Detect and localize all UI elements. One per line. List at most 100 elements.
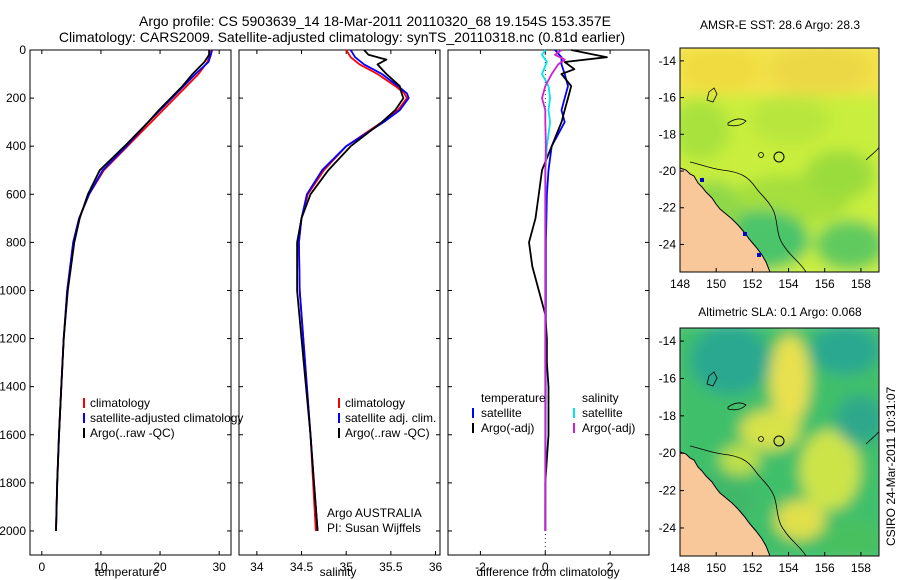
- figure-title-line-2: Climatology: CARS2009. Satellite-adjuste…: [59, 29, 625, 45]
- temperature-legend: climatology satellite-adjusted climatolo…: [83, 396, 243, 440]
- map-y-tick-label: -16: [659, 371, 677, 385]
- legend-satellite-label: satellite-adjusted climatology: [90, 411, 243, 425]
- map-x-tick-label: 154: [779, 277, 799, 291]
- sst-map-image: [680, 48, 879, 272]
- series-line-temperature-argo-adj: [528, 49, 608, 531]
- salinity-legend: climatology satellite adj. clim. Argo(..…: [338, 396, 436, 440]
- figure-title-line-1: Argo profile: CS 5903639_14 18-Mar-2011 …: [139, 13, 611, 29]
- x-tick-label: 2: [607, 560, 614, 574]
- series-line-satellite-adjusted-climatology: [55, 49, 213, 532]
- x-tick-label: 30: [212, 560, 226, 574]
- map-y-tick-label: -20: [659, 446, 677, 460]
- x-tick-label: -2: [475, 560, 486, 574]
- y-tick-label: 1200: [0, 332, 26, 346]
- sla-map-image: [680, 328, 879, 556]
- sst-map-frame: [679, 47, 880, 273]
- legend-temp-satellite-label: satellite: [481, 406, 522, 420]
- difference-xlabel: difference from climatology: [476, 565, 619, 579]
- legend-temp-argo-label: Argo(-adj): [481, 421, 534, 435]
- sla-map-axes: 148 150 152 154 156 158 -14 -16 -18 -20 -22 -24: [659, 334, 872, 575]
- y-tick-label: 600: [6, 187, 26, 201]
- salinity-axes: 34 34.5 35 35.5 36: [239, 49, 443, 574]
- map-x-tick-label: 148: [670, 561, 690, 575]
- temperature-xlabel: temperature: [95, 565, 160, 579]
- series-line-satellite-adj-clim: [297, 49, 410, 532]
- legend-sal-argo-label: Argo(-adj): [582, 421, 635, 435]
- map-x-tick-label: 152: [742, 277, 762, 291]
- x-tick-label: 34.5: [290, 560, 314, 574]
- temperature-axes: 0 10 20 30 0 200 400 600 800 1000 1200 1400 1600 1800…: [0, 43, 231, 574]
- map-y-tick-label: -18: [659, 127, 677, 141]
- map-x-tick-label: 158: [851, 561, 871, 575]
- map-x-tick-label: 158: [851, 277, 871, 291]
- map-y-tick-label: -22: [659, 484, 677, 498]
- legend-satellite-label: satellite adj. clim.: [345, 411, 436, 425]
- map-y-tick-label: -16: [659, 91, 677, 105]
- y-tick-label: 1800: [0, 476, 26, 490]
- salinity-lines: [296, 49, 410, 532]
- map-y-tick-label: -14: [659, 54, 677, 68]
- map-x-tick-label: 156: [815, 277, 835, 291]
- map-y-tick-label: -20: [659, 164, 677, 178]
- legend-argo-label: Argo(..raw -QC): [345, 426, 430, 440]
- sla-map-land: [680, 451, 771, 556]
- sst-map-title: AMSR-E SST: 28.6 Argo: 28.3: [700, 18, 860, 32]
- argo-pi-note: PI: Susan Wijffels: [327, 521, 421, 535]
- map-y-tick-label: -22: [659, 201, 677, 215]
- sla-map-panel: Altimetric SLA: 0.1 Argo: 0.068: [659, 305, 880, 575]
- legend-sal-satellite-label: satellite: [582, 406, 623, 420]
- csiro-timestamp: CSIRO 24-Mar-2011 10:31:07: [884, 386, 898, 546]
- legend-climatology-label: climatology: [90, 396, 150, 410]
- temperature-panel: 0 10 20 30 0 200 400 600 800 1000 1200 1400 1600 1800…: [0, 43, 243, 579]
- x-tick-label: 0: [38, 560, 45, 574]
- x-tick-label: 20: [153, 560, 167, 574]
- map-x-tick-label: 154: [779, 561, 799, 575]
- map-y-tick-label: -14: [659, 334, 677, 348]
- sst-map-argo-marker: [773, 151, 785, 163]
- sla-map-frame: [679, 327, 880, 557]
- difference-lines: [528, 49, 608, 532]
- y-tick-label: 1600: [0, 428, 26, 442]
- map-x-tick-label: 156: [815, 561, 835, 575]
- sla-map-argo-marker: [773, 435, 785, 447]
- x-tick-label: 36: [429, 560, 443, 574]
- map-y-tick-label: -24: [659, 521, 677, 535]
- series-line-temperature-satellite: [544, 49, 569, 532]
- salinity-plot-frame: [238, 49, 441, 556]
- legend-temperature-title: temperature: [481, 391, 546, 405]
- series-line-climatology: [297, 49, 408, 532]
- difference-plot-frame: [447, 49, 650, 556]
- series-line-salinity-argo-adj: [541, 49, 566, 531]
- sst-map-land: [680, 167, 771, 272]
- y-tick-label: 0: [19, 43, 26, 57]
- series-line-climatology: [55, 49, 212, 532]
- map-x-tick-label: 150: [706, 561, 726, 575]
- map-x-tick-label: 148: [670, 277, 690, 291]
- argo-program-note: Argo AUSTRALIA: [327, 506, 422, 520]
- legend-salinity-title: salinity: [582, 391, 619, 405]
- difference-legend: temperature satellite Argo(-adj) salinit…: [472, 391, 635, 435]
- x-tick-label: 10: [94, 560, 108, 574]
- map-x-tick-label: 152: [742, 561, 762, 575]
- temperature-plot-frame: [29, 49, 232, 556]
- series-line-argo-raw-qc: [296, 49, 405, 532]
- y-tick-label: 200: [6, 91, 26, 105]
- salinity-panel: 34 34.5 35 35.5 36 salinity climatology sate…: [238, 49, 443, 579]
- legend-climatology-label: climatology: [345, 396, 405, 410]
- sst-map-axes: 148 150 152 154 156 158 -14 -16 -18 -20 -22 -24: [659, 54, 872, 291]
- sla-map-title: Altimetric SLA: 0.1 Argo: 0.068: [698, 305, 862, 319]
- y-tick-label: 800: [6, 235, 26, 249]
- x-tick-label: 0: [542, 560, 549, 574]
- series-line-argo-raw-qc: [55, 50, 211, 532]
- map-y-tick-label: -18: [659, 409, 677, 423]
- y-tick-label: 1000: [0, 283, 26, 297]
- y-tick-label: 1400: [0, 380, 26, 394]
- y-tick-label: 2000: [0, 524, 26, 538]
- x-tick-label: 34: [250, 560, 264, 574]
- map-y-tick-label: -24: [659, 237, 677, 251]
- x-tick-label: 35.5: [379, 560, 403, 574]
- x-tick-label: 35: [340, 560, 354, 574]
- temperature-lines: [55, 49, 213, 532]
- difference-panel: -2 0 2 difference from climatology tempera…: [447, 49, 650, 579]
